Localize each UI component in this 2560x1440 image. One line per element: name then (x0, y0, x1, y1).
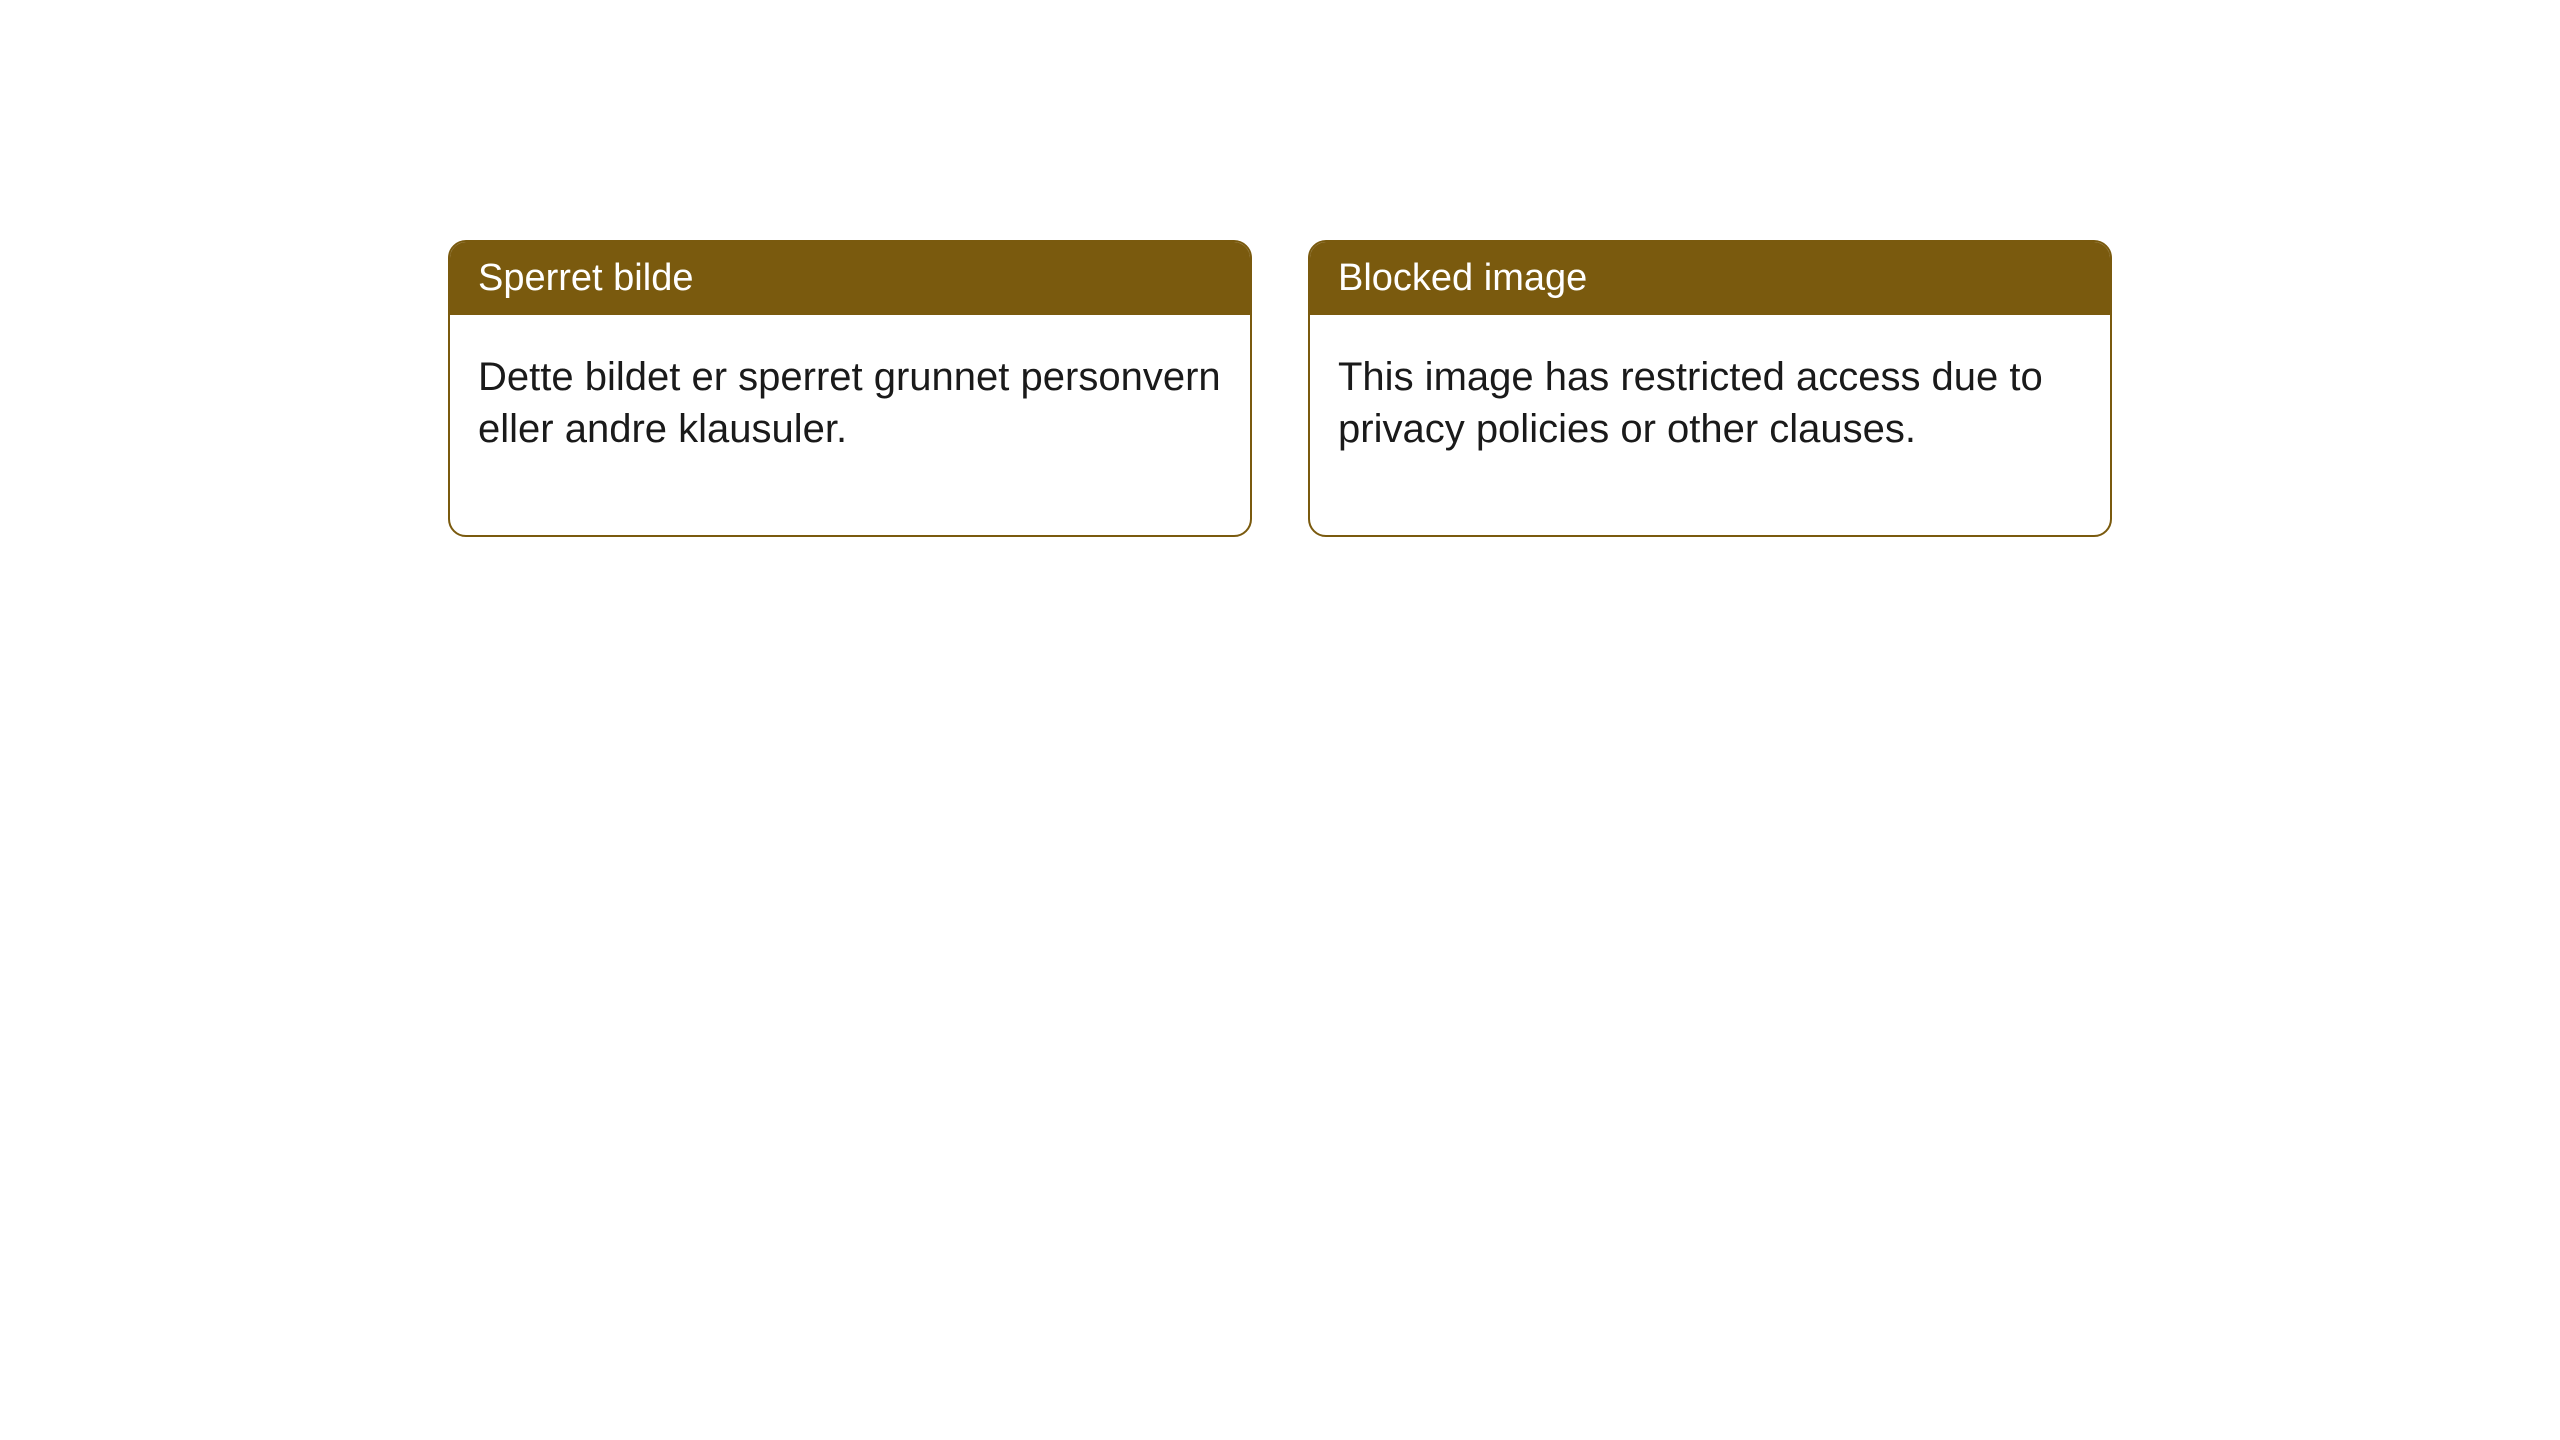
notice-title-norwegian: Sperret bilde (450, 242, 1250, 315)
notice-container: Sperret bilde Dette bildet er sperret gr… (0, 0, 2560, 537)
notice-card-norwegian: Sperret bilde Dette bildet er sperret gr… (448, 240, 1252, 537)
notice-body-english: This image has restricted access due to … (1310, 315, 2110, 535)
notice-card-english: Blocked image This image has restricted … (1308, 240, 2112, 537)
notice-title-english: Blocked image (1310, 242, 2110, 315)
notice-body-norwegian: Dette bildet er sperret grunnet personve… (450, 315, 1250, 535)
